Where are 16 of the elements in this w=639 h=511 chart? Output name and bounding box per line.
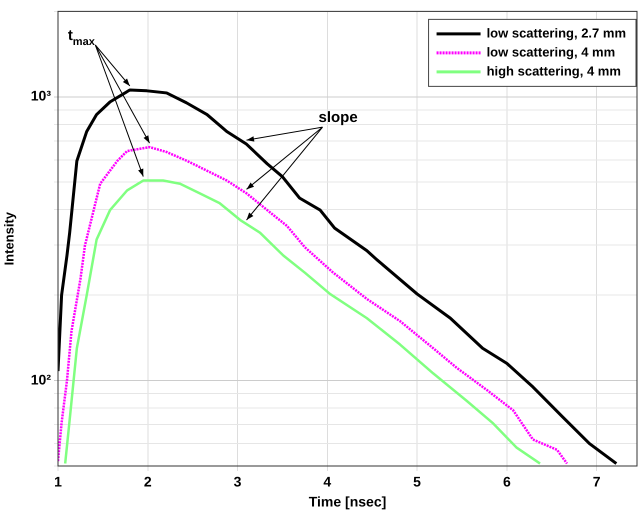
x-tick-label: 5 (413, 473, 422, 490)
y-tick-label: 10² (30, 371, 52, 388)
legend-label: low scattering, 4 mm (486, 44, 616, 60)
annotation: slope (318, 109, 358, 126)
x-tick-label: 1 (54, 473, 62, 490)
x-axis-title: Time [nsec] (308, 493, 386, 510)
x-tick-label: 2 (144, 473, 152, 490)
line-series (58, 146, 568, 465)
legend-label: high scattering, 4 mm (486, 63, 621, 78)
y-tick-label: 10³ (30, 88, 52, 104)
legend-label: low scattering, 2.7 mm (486, 25, 626, 40)
x-tick-label: 7 (592, 473, 601, 490)
y-axis-title: Intensity (1, 211, 16, 266)
x-tick-label: 3 (234, 473, 242, 490)
x-tick-label: 6 (502, 473, 511, 490)
x-tick-label: 4 (323, 473, 332, 490)
